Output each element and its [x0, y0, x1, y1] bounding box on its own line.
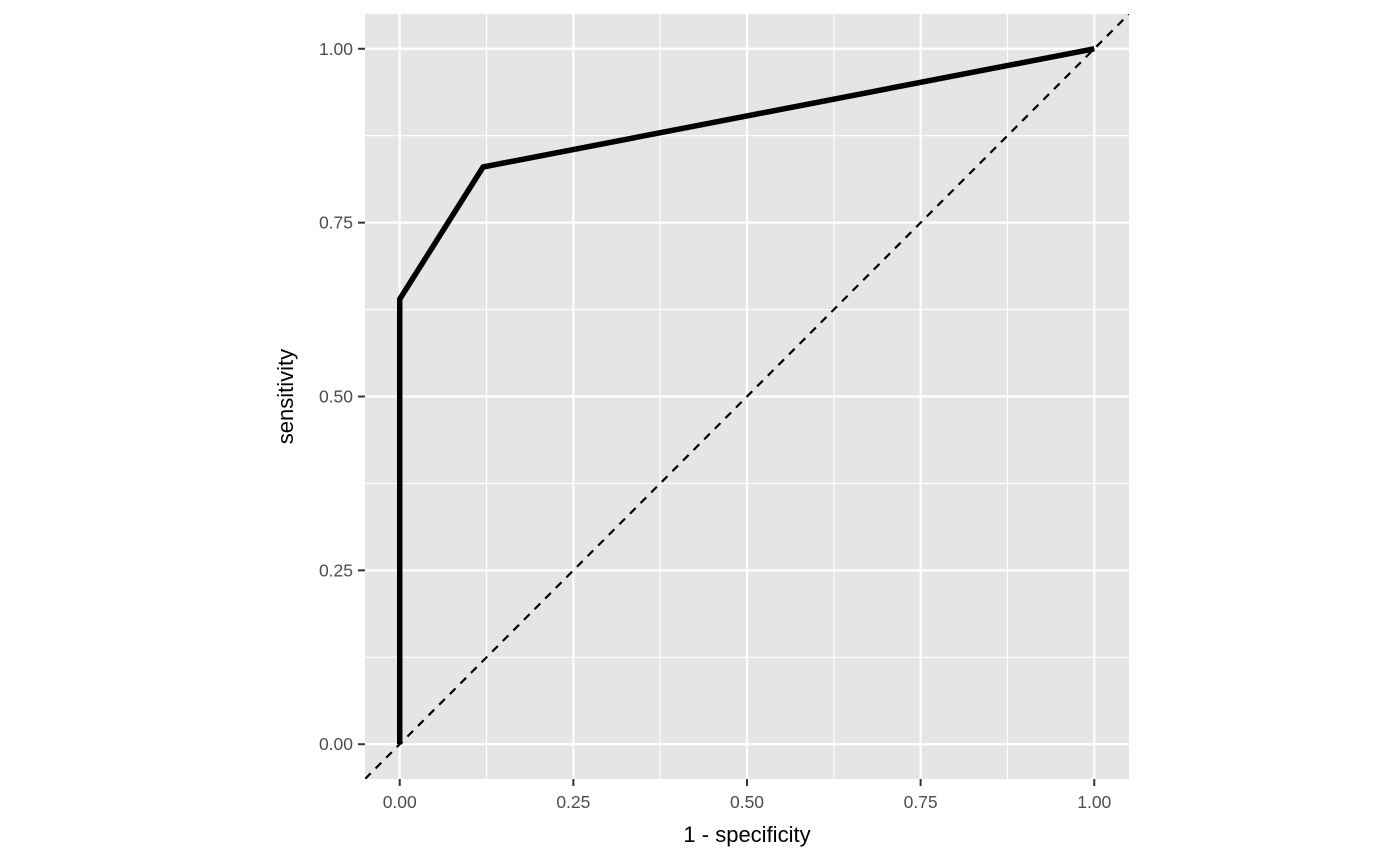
roc-curve-line: [396, 46, 1095, 745]
chance-diagonal-line: [365, 14, 1129, 779]
y-tick-label: 1.00: [319, 39, 353, 59]
y-axis-title: sensitivity: [273, 349, 298, 444]
y-tick-label: 0.00: [319, 734, 353, 754]
y-tick-label: 0.25: [319, 560, 353, 580]
x-tick-label: 0.00: [383, 792, 417, 812]
y-tick-label: 0.75: [319, 213, 353, 233]
x-tick-label: 0.50: [730, 792, 764, 812]
x-tick-label: 1.00: [1077, 792, 1111, 812]
x-tick-label: 0.25: [556, 792, 590, 812]
x-tick-label: 0.75: [904, 792, 938, 812]
y-tick-label: 0.50: [319, 387, 353, 407]
x-axis-title: 1 - specificity: [683, 822, 810, 847]
